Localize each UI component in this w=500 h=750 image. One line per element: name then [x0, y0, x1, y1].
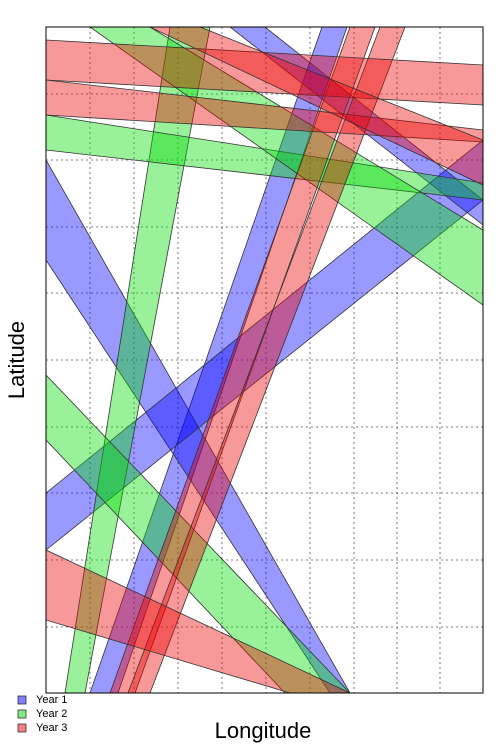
band: [109, 27, 376, 693]
band: [149, 27, 483, 186]
band: [46, 374, 351, 693]
band: [127, 27, 406, 693]
legend-label: Year 3: [36, 722, 67, 734]
y-axis-label: Latitude: [4, 321, 29, 399]
x-axis-label: Longitude: [215, 718, 312, 743]
bands: [46, 27, 483, 693]
band: [46, 114, 483, 201]
legend-swatch: [17, 695, 27, 705]
legend-label: Year 2: [36, 708, 67, 720]
band: [46, 79, 483, 143]
band: [229, 27, 483, 226]
band: [46, 139, 483, 551]
band: [46, 39, 483, 106]
band: [46, 549, 351, 693]
legend-swatch: [17, 723, 27, 733]
legend-swatch: [17, 709, 27, 719]
plot-frame: [45, 26, 484, 694]
band: [89, 27, 348, 693]
grid: [46, 27, 483, 693]
legend-label: Year 1: [36, 694, 67, 706]
band: [64, 27, 211, 693]
band: [46, 159, 351, 693]
legend: Year 1 Year 2 Year 3: [17, 694, 67, 734]
